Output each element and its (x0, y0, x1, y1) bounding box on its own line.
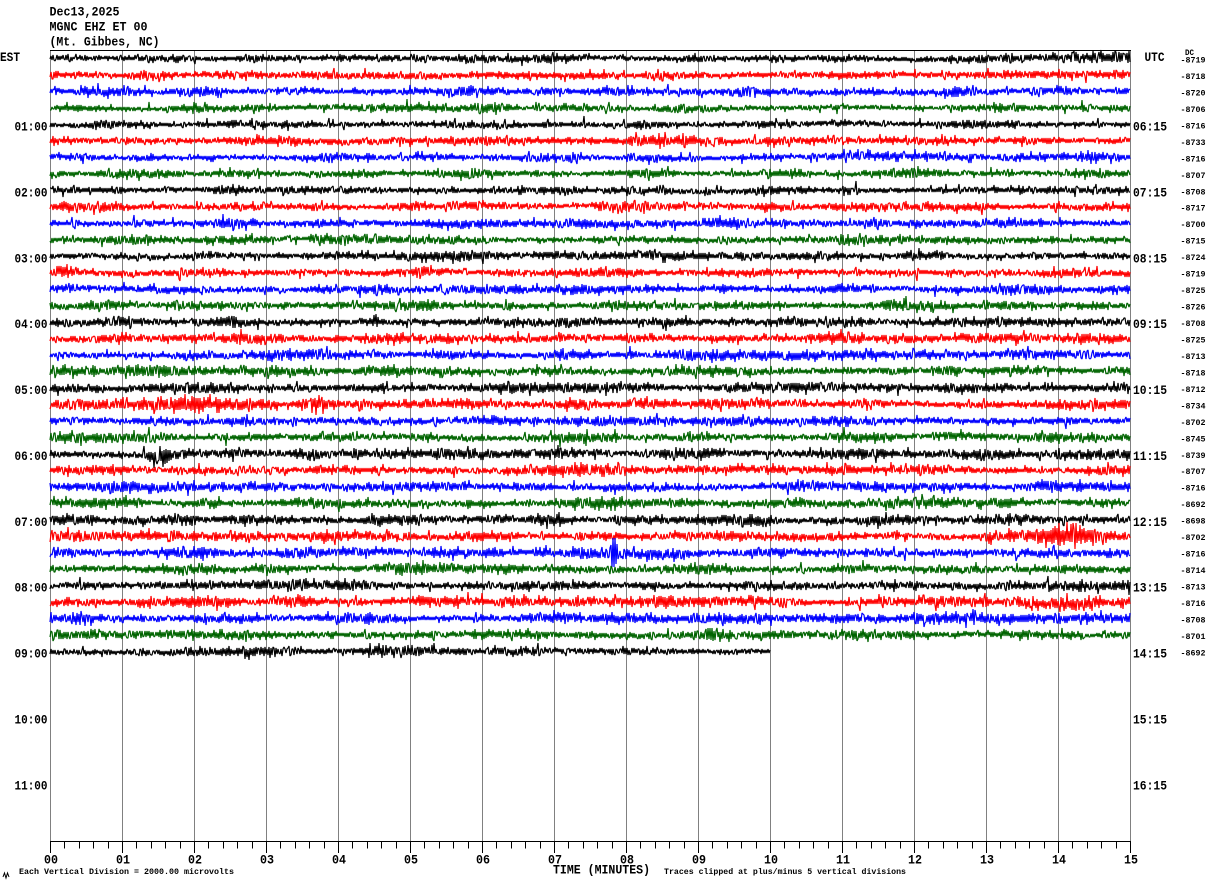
svg-text:14:15: 14:15 (1133, 647, 1167, 662)
svg-text:Traces clipped at plus/minus 5: Traces clipped at plus/minus 5 vertical … (664, 867, 906, 877)
svg-text:-8701: -8701 (1181, 632, 1206, 642)
svg-text:10:00: 10:00 (15, 713, 48, 728)
svg-text:-8715: -8715 (1181, 237, 1206, 247)
svg-text:-8706: -8706 (1181, 105, 1206, 115)
svg-text:-8702: -8702 (1181, 533, 1206, 543)
svg-text:09: 09 (692, 853, 706, 868)
svg-text:12: 12 (908, 853, 922, 868)
svg-text:-8734: -8734 (1181, 401, 1206, 411)
svg-text:10: 10 (764, 853, 778, 868)
svg-text:-8714: -8714 (1181, 566, 1206, 576)
svg-text:11:15: 11:15 (1133, 449, 1167, 464)
svg-text:-8719: -8719 (1181, 56, 1206, 66)
svg-text:-8692: -8692 (1181, 500, 1206, 510)
svg-text:-8707: -8707 (1181, 171, 1206, 181)
svg-text:-8724: -8724 (1181, 253, 1206, 263)
svg-text:02: 02 (188, 853, 202, 868)
svg-text:08: 08 (620, 853, 634, 868)
svg-text:15: 15 (1124, 853, 1138, 868)
svg-text:MGNC EHZ ET 00: MGNC EHZ ET 00 (50, 20, 148, 35)
svg-text:00: 00 (44, 853, 58, 868)
svg-text:13:15: 13:15 (1133, 581, 1167, 596)
svg-text:06: 06 (476, 853, 490, 868)
svg-text:11:00: 11:00 (15, 778, 48, 793)
svg-text:-8708: -8708 (1181, 616, 1206, 626)
svg-text:02:00: 02:00 (15, 186, 48, 201)
svg-text:-8713: -8713 (1181, 583, 1206, 593)
svg-text:-8725: -8725 (1181, 336, 1206, 346)
svg-text:-8725: -8725 (1181, 286, 1206, 296)
svg-text:01: 01 (116, 853, 130, 868)
svg-text:-8707: -8707 (1181, 467, 1206, 477)
svg-text:-8698: -8698 (1181, 517, 1206, 527)
svg-text:04:00: 04:00 (15, 317, 48, 332)
svg-text:05:00: 05:00 (15, 383, 48, 398)
svg-text:04: 04 (332, 853, 346, 868)
svg-text:13: 13 (980, 853, 994, 868)
svg-text:-8716: -8716 (1181, 550, 1206, 560)
svg-text:(Mt. Gibbes, NC): (Mt. Gibbes, NC) (50, 35, 160, 50)
svg-text:07:15: 07:15 (1133, 186, 1167, 201)
svg-text:-8716: -8716 (1181, 121, 1206, 131)
svg-text:-8713: -8713 (1181, 352, 1206, 362)
svg-text:-8726: -8726 (1181, 303, 1206, 313)
svg-text:06:15: 06:15 (1133, 120, 1167, 135)
svg-text:11: 11 (836, 853, 850, 868)
svg-text:16:15: 16:15 (1133, 778, 1167, 793)
svg-text:05: 05 (404, 853, 418, 868)
svg-text:08:00: 08:00 (15, 581, 48, 596)
svg-text:-8702: -8702 (1181, 418, 1206, 428)
svg-text:UTC: UTC (1145, 50, 1165, 65)
svg-text:Dec13,2025: Dec13,2025 (50, 5, 120, 20)
svg-text:01:00: 01:00 (15, 120, 48, 135)
svg-text:09:00: 09:00 (15, 647, 48, 662)
svg-text:03:00: 03:00 (15, 251, 48, 266)
svg-text:07: 07 (548, 853, 562, 868)
svg-text:-8720: -8720 (1181, 88, 1206, 98)
svg-text:-8718: -8718 (1181, 368, 1206, 378)
svg-text:-8733: -8733 (1181, 138, 1206, 148)
svg-text:Each Vertical Division = 2000.: Each Vertical Division = 2000.00 microvo… (19, 867, 234, 877)
svg-text:08:15: 08:15 (1133, 251, 1167, 266)
svg-text:DC: DC (1185, 48, 1194, 58)
svg-text:-8716: -8716 (1181, 154, 1206, 164)
svg-text:-8712: -8712 (1181, 385, 1206, 395)
svg-text:-8739: -8739 (1181, 451, 1206, 461)
svg-text:-8716: -8716 (1181, 484, 1206, 494)
svg-text:EST: EST (0, 50, 20, 65)
svg-text:TIME (MINUTES): TIME (MINUTES) (553, 863, 650, 878)
svg-text:10:15: 10:15 (1133, 383, 1167, 398)
svg-text:14: 14 (1052, 853, 1066, 868)
svg-text:-8745: -8745 (1181, 434, 1206, 444)
svg-text:-8718: -8718 (1181, 72, 1206, 82)
svg-text:-8692: -8692 (1181, 648, 1206, 658)
svg-text:15:15: 15:15 (1133, 713, 1167, 728)
svg-text:07:00: 07:00 (15, 515, 48, 530)
svg-text:06:00: 06:00 (15, 449, 48, 464)
svg-text:09:15: 09:15 (1133, 317, 1167, 332)
svg-text:-8700: -8700 (1181, 220, 1206, 230)
svg-text:-8708: -8708 (1181, 319, 1206, 329)
svg-text:03: 03 (260, 853, 274, 868)
svg-text:-8716: -8716 (1181, 599, 1206, 609)
svg-text:-8719: -8719 (1181, 270, 1206, 280)
svg-text:-8717: -8717 (1181, 204, 1206, 214)
svg-text:12:15: 12:15 (1133, 515, 1167, 530)
svg-text:-8708: -8708 (1181, 187, 1206, 197)
